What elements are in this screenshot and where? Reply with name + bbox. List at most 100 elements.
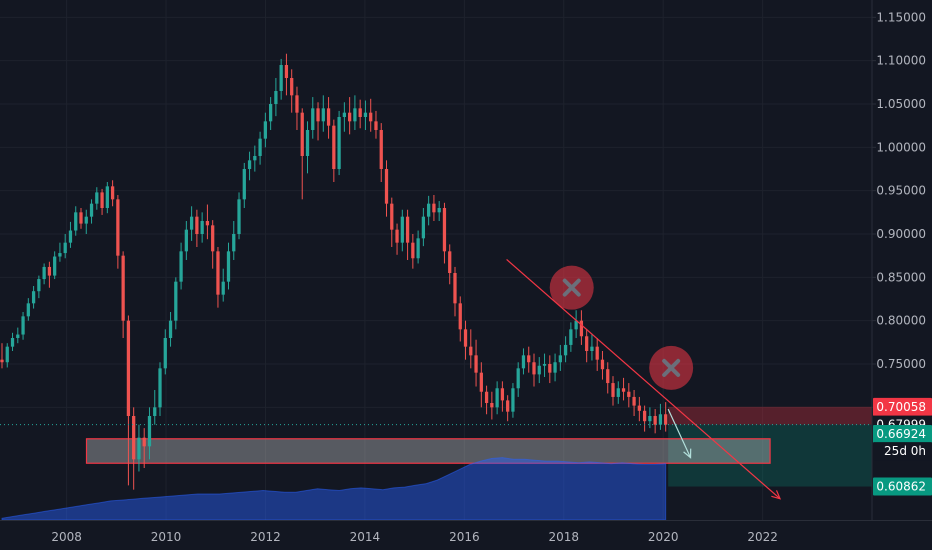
volume-area-fill bbox=[1, 457, 667, 521]
candle-body bbox=[279, 65, 283, 91]
candle-body bbox=[500, 388, 505, 401]
candle-body bbox=[110, 186, 115, 200]
candle-body bbox=[274, 91, 278, 104]
candle-body bbox=[158, 368, 162, 408]
grid bbox=[0, 0, 872, 520]
candle-body bbox=[179, 251, 183, 282]
y-tick-label: 1.15000 bbox=[876, 10, 926, 24]
candle-body bbox=[89, 203, 94, 217]
candle-body bbox=[548, 364, 552, 373]
candle-body bbox=[658, 414, 663, 425]
candle-body bbox=[400, 216, 404, 243]
candle-body bbox=[579, 320, 584, 337]
price-label-background bbox=[873, 442, 932, 461]
price-label-text: 0.66924 bbox=[876, 427, 926, 441]
candle-body bbox=[516, 368, 520, 389]
candle-body bbox=[142, 437, 146, 447]
candle-body bbox=[311, 108, 315, 130]
support-zone bbox=[85, 438, 771, 464]
candle-body bbox=[611, 383, 615, 397]
candle-body bbox=[226, 251, 231, 282]
candle-body bbox=[479, 372, 483, 392]
candle-body bbox=[31, 291, 36, 304]
candle-body bbox=[295, 95, 299, 113]
candle-body bbox=[337, 117, 341, 169]
price-label-background bbox=[873, 477, 932, 496]
candle-body bbox=[232, 234, 236, 252]
rejection-x-icon bbox=[662, 358, 681, 377]
y-tick-label: 1.05000 bbox=[876, 97, 926, 111]
candle-body bbox=[495, 388, 499, 408]
trendline-arrow-head bbox=[771, 490, 782, 500]
candle-body bbox=[521, 355, 526, 369]
x-tick-label: 2022 bbox=[747, 530, 778, 544]
candle-body bbox=[126, 320, 131, 416]
resistance-trendline bbox=[506, 259, 781, 500]
candle-body bbox=[448, 251, 452, 273]
candle-body bbox=[463, 329, 468, 347]
candle-body bbox=[363, 112, 368, 117]
candle-body bbox=[390, 203, 394, 230]
x-tick-label: 2014 bbox=[350, 530, 381, 544]
volume-area bbox=[1, 457, 667, 521]
candle-body bbox=[284, 65, 289, 78]
candle-body bbox=[116, 199, 120, 256]
x-tick-label: 2010 bbox=[151, 530, 182, 544]
candle-body bbox=[137, 437, 141, 460]
candle-body bbox=[469, 346, 473, 356]
candle-body bbox=[490, 403, 494, 408]
candle-body bbox=[506, 400, 510, 412]
candle-body bbox=[174, 281, 178, 321]
candle-body bbox=[184, 229, 188, 252]
candle-body bbox=[163, 338, 167, 369]
candle-body bbox=[553, 362, 557, 373]
price-label-background bbox=[873, 397, 932, 416]
candle-body bbox=[632, 396, 636, 406]
candle-body bbox=[105, 186, 109, 208]
candle-body bbox=[74, 212, 78, 231]
time-axis[interactable]: 2008 2010 2012 2014 2016 2018 2020 2022 bbox=[0, 520, 932, 550]
candle-body bbox=[563, 344, 568, 356]
candle-body bbox=[642, 410, 647, 422]
candle-body bbox=[153, 407, 157, 416]
candle-body bbox=[511, 388, 515, 412]
candle-body bbox=[358, 108, 362, 117]
candle-body bbox=[369, 112, 373, 122]
candle-body bbox=[416, 238, 420, 259]
candle-body bbox=[290, 78, 294, 96]
candle-body bbox=[458, 303, 462, 330]
candle-body bbox=[484, 391, 489, 403]
candle-body bbox=[637, 405, 641, 411]
candle-body bbox=[79, 212, 83, 224]
x-tick-label: 2008 bbox=[51, 530, 82, 544]
candle-body bbox=[353, 108, 357, 122]
candle-body bbox=[664, 414, 668, 425]
x-tick-label: 2020 bbox=[648, 530, 679, 544]
candle-body bbox=[437, 208, 441, 213]
x-tick-label: 2016 bbox=[449, 530, 480, 544]
candle-body bbox=[326, 108, 331, 126]
candle-body bbox=[42, 266, 46, 280]
candle-body bbox=[427, 203, 431, 217]
candle-body bbox=[384, 169, 389, 204]
candle-body bbox=[268, 104, 273, 122]
candle-body bbox=[585, 336, 589, 351]
candle-body bbox=[600, 359, 605, 370]
candle-body bbox=[379, 130, 383, 169]
candle-body bbox=[26, 303, 30, 317]
candle-body bbox=[95, 192, 99, 204]
candle-body bbox=[442, 208, 447, 252]
candle-body bbox=[53, 256, 57, 276]
candle-body bbox=[58, 253, 62, 257]
price-label-text: 0.60862 bbox=[876, 480, 926, 494]
candle-body bbox=[37, 279, 41, 292]
candle-body bbox=[321, 108, 325, 122]
candle-body bbox=[590, 346, 594, 351]
candle-body bbox=[100, 192, 104, 208]
stop-loss-zone bbox=[668, 406, 872, 425]
price-label-text: 25d 0h bbox=[884, 444, 926, 458]
time-axis-background bbox=[0, 520, 932, 550]
candle-body bbox=[147, 416, 152, 447]
